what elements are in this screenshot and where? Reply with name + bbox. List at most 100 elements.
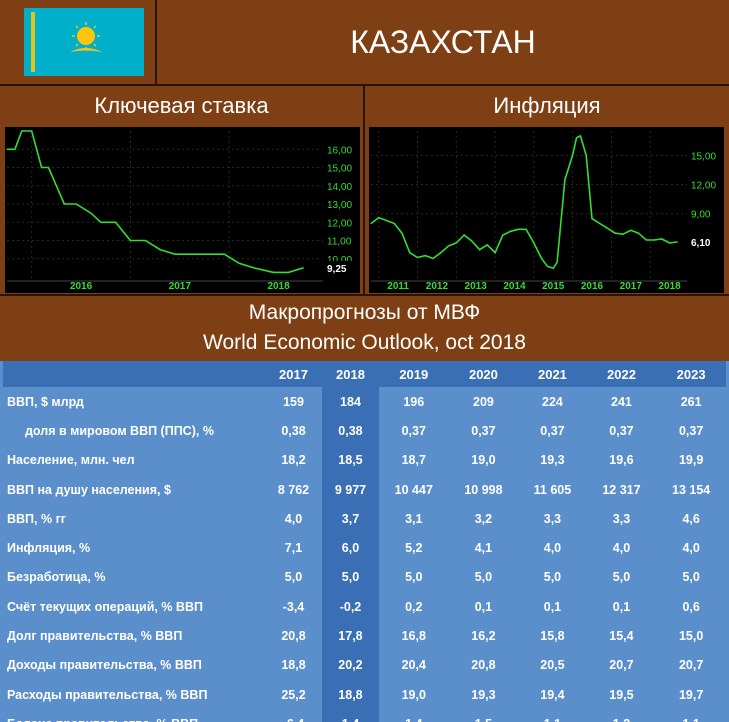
data-point	[614, 232, 616, 234]
row-label: Долг правительства, % ВВП	[7, 629, 183, 644]
row-label: Безработица, %	[7, 570, 106, 585]
data-point	[599, 222, 601, 225]
table-cell: 1,2	[587, 709, 657, 722]
table-cell: 196	[403, 394, 425, 409]
data-point	[447, 245, 450, 247]
x-tick-label: 2016	[70, 281, 93, 292]
data-point	[174, 253, 176, 255]
table-cell: 20,2	[321, 650, 379, 680]
table-cell: 20,7	[678, 658, 704, 673]
table-cell: 20,4	[401, 658, 426, 673]
data-point	[572, 154, 574, 156]
data-point	[486, 244, 488, 246]
table-cell: 0,38	[281, 423, 306, 438]
imf-heading: Макропрогнозы от МВФ World Economic Outl…	[0, 296, 729, 360]
data-point	[575, 137, 578, 139]
column-header-2020: 2020	[448, 361, 519, 387]
data-point	[478, 249, 481, 251]
series-line	[7, 130, 304, 274]
imf-forecast-table: 2017 2018 2019 2020 2021 2022 2023 ВВП, $ млрд…	[0, 361, 729, 722]
table-header-blank	[3, 361, 265, 387]
key-rate-chart: 16,00 15,00 14,00 13,00 12,00 11,00 10,00 2016 2…	[5, 127, 360, 293]
table-cell: 10 998	[464, 482, 503, 497]
row-label: Счёт текущих операций, % ВВП	[7, 599, 203, 614]
table-cell: 4,6	[682, 511, 700, 526]
data-point	[653, 239, 655, 241]
table-cell: 17,8	[321, 621, 379, 651]
column-header-2017: 2017	[265, 361, 322, 387]
data-point	[14, 148, 16, 150]
table-cell: 20,8	[471, 658, 496, 673]
table-cell: 209	[473, 394, 494, 409]
table-cell: 10 447	[394, 482, 433, 497]
data-point	[440, 252, 442, 254]
table-cell: 4,0	[543, 541, 562, 556]
row-label: ВВП, $ млрд	[7, 394, 84, 409]
table-row: ВВП, $ млрд 159 184 196 209 224 241 261	[3, 387, 726, 417]
data-point	[144, 239, 146, 242]
data-point	[385, 219, 388, 222]
data-point	[370, 222, 372, 225]
table-cell: 6,0	[321, 533, 379, 563]
x-tick-label: 2017	[620, 281, 643, 292]
x-tick-label: 2016	[581, 281, 604, 292]
x-tick-label: 2018	[658, 281, 681, 292]
data-point	[630, 229, 632, 231]
table-cell: 1,1	[518, 709, 586, 722]
data-point	[668, 242, 671, 244]
last-value-badge	[325, 260, 355, 274]
data-point	[424, 254, 426, 257]
last-value-label: 6,10	[691, 238, 711, 249]
x-tick-label: 2012	[426, 281, 449, 292]
table-cell: 20,5	[540, 658, 565, 673]
data-point	[63, 203, 65, 205]
imf-heading-line1: Макропрогнозы от МВФ	[248, 301, 481, 324]
table-row: Долг правительства, % ВВП 20,8 17,8 16,8 16,…	[3, 621, 726, 651]
data-point	[90, 212, 92, 214]
data-point	[676, 241, 678, 243]
column-header-2018: 2018	[321, 361, 379, 387]
data-point	[509, 230, 512, 232]
y-tick-label: 15,00	[327, 164, 352, 175]
table-cell: 8 762	[277, 482, 310, 497]
data-point	[455, 242, 457, 244]
table-cell: 5,0	[474, 570, 493, 585]
table-cell: 4,0	[284, 511, 303, 526]
y-tick-label: 13,00	[327, 200, 352, 211]
table-cell: 0,37	[401, 423, 426, 438]
table-cell: 18,5	[321, 445, 379, 475]
data-point	[661, 238, 663, 240]
table-cell: 5,0	[543, 570, 562, 585]
data-point	[302, 267, 304, 269]
table-row: Инфляция, % 7,1 6,0 5,2 4,1 4,0 4,0 4,0	[3, 533, 726, 563]
data-point	[564, 179, 566, 181]
data-point	[393, 222, 395, 225]
header: КАЗАХСТАН	[0, 0, 729, 84]
data-point	[253, 267, 255, 269]
data-point	[579, 135, 581, 137]
data-point	[21, 130, 23, 132]
table-cell: 0,37	[471, 423, 496, 438]
kazakhstan-flag-icon	[24, 8, 144, 76]
table-cell: -6,4	[265, 709, 322, 722]
table-cell: 4,0	[612, 541, 631, 556]
table-cell: 12 317	[602, 482, 641, 497]
table-cell: 19,3	[471, 687, 496, 702]
row-label: ВВП, % гг	[7, 511, 66, 526]
table-row: ВВП, % гг 4,0 3,7 3,1 3,2 3,3 3,3 4,6	[3, 504, 726, 534]
table-cell: 19,3	[540, 453, 565, 468]
data-point	[622, 233, 624, 235]
data-point	[75, 203, 77, 205]
table-cell: 4,1	[474, 541, 493, 556]
y-tick-label: 16,00	[327, 145, 352, 156]
table-cell: 3,2	[474, 511, 493, 526]
table-header-row: 2017 2018 2019 2020 2021 2022 2023	[3, 361, 726, 387]
table-cell: 0,6	[682, 599, 700, 614]
page-title: КАЗАХСТАН	[350, 23, 536, 60]
table-cell: 7,1	[284, 541, 303, 556]
table-cell: 15,0	[678, 629, 704, 644]
table-row: ВВП на душу населения, $ 8 762 9 977 10 447…	[3, 474, 726, 505]
table-cell: 18,7	[401, 453, 426, 468]
table-cell: 3,3	[612, 511, 631, 526]
table-cell: 0,1	[543, 599, 562, 614]
